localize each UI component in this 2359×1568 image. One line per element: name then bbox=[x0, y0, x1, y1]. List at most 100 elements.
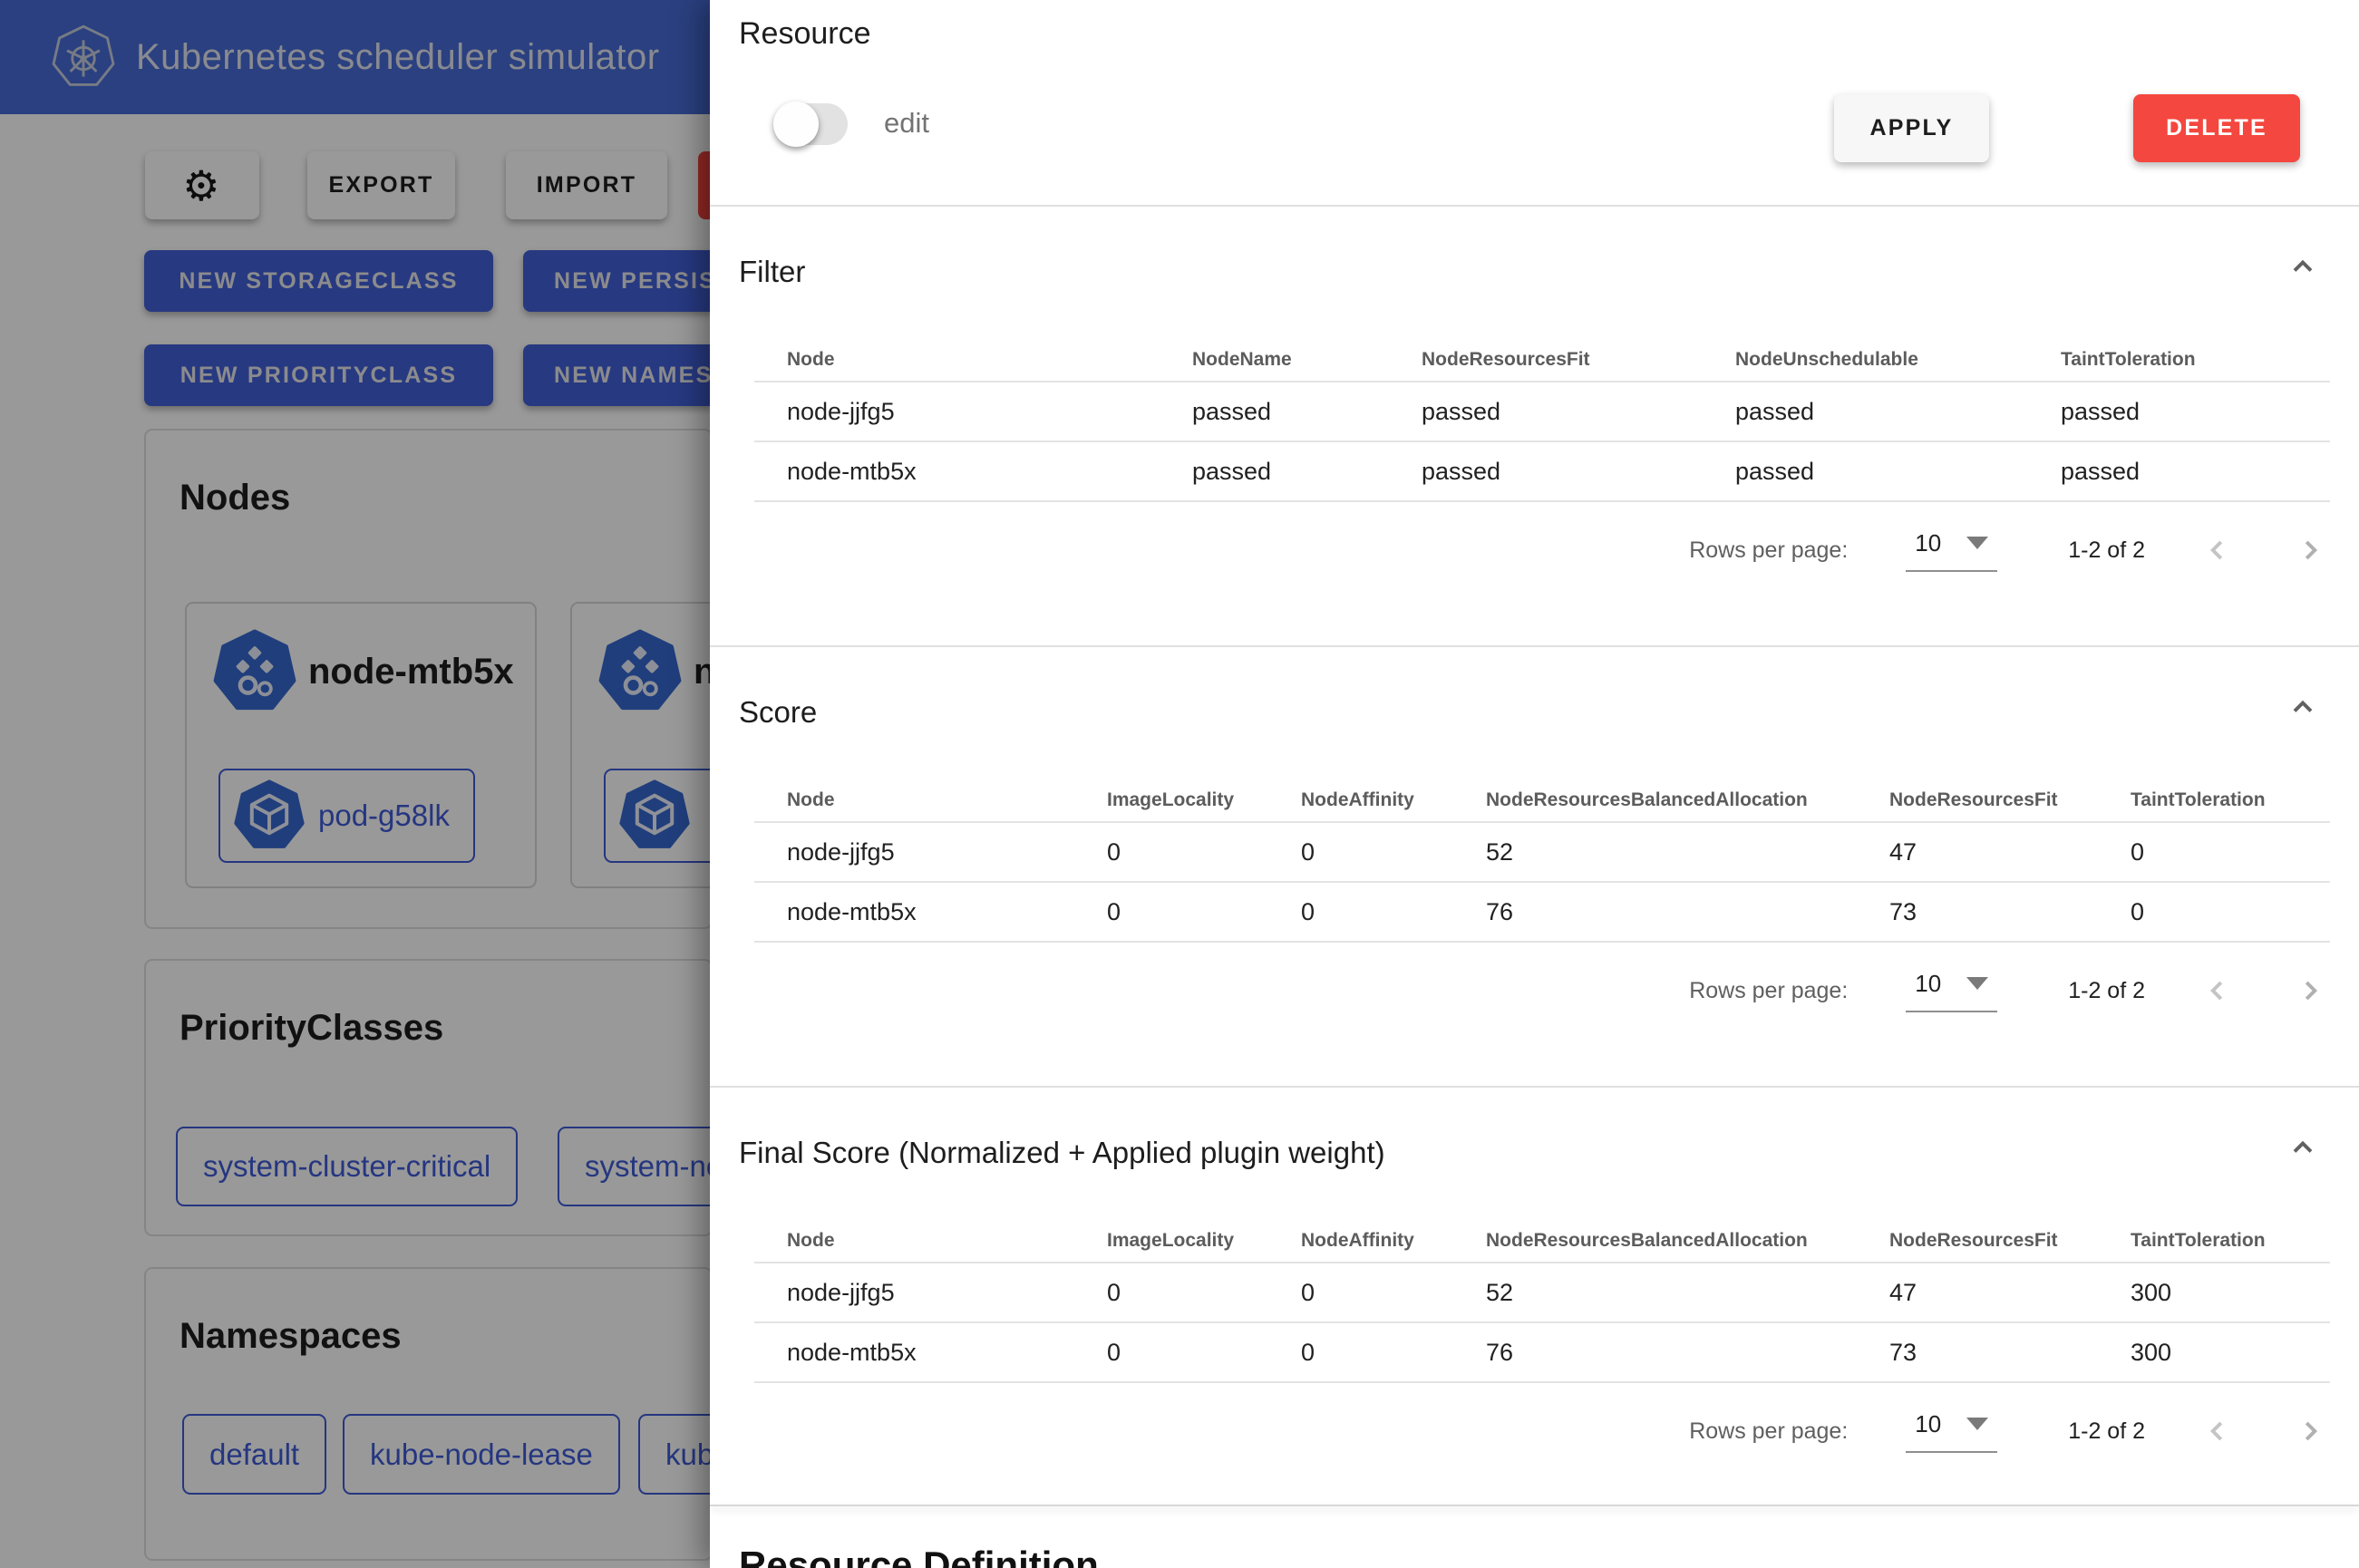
delete-button[interactable]: DELETE bbox=[2133, 94, 2300, 162]
previous-page-button[interactable] bbox=[2198, 971, 2238, 1011]
namespaces-panel-title: Namespaces bbox=[180, 1316, 402, 1356]
cell: 52 bbox=[1486, 822, 1889, 883]
edit-toggle-knob bbox=[773, 102, 819, 147]
resource-drawer-header: Resource edit APPLY DELETE bbox=[710, 0, 2359, 207]
import-button[interactable]: IMPORT bbox=[506, 151, 667, 219]
nodes-panel-title: Nodes bbox=[180, 478, 291, 518]
score-collapse-button[interactable] bbox=[2283, 687, 2323, 727]
next-page-button[interactable] bbox=[2290, 971, 2330, 1011]
settings-button[interactable]: ⚙ bbox=[145, 151, 259, 219]
previous-page-button[interactable] bbox=[2198, 530, 2238, 570]
cell: 0 bbox=[1107, 822, 1301, 883]
namespace-button[interactable]: kube-node-lease bbox=[343, 1414, 620, 1495]
rows-per-page-value: 10 bbox=[1915, 528, 1942, 557]
column-header: NodeResourcesFit bbox=[1889, 779, 2131, 823]
cell: 76 bbox=[1486, 882, 1889, 943]
apply-button[interactable]: APPLY bbox=[1834, 94, 1989, 162]
column-header: NodeUnschedulable bbox=[1735, 339, 2061, 382]
table-row[interactable]: node-mtb5x 0 0 76 73 0 bbox=[754, 882, 2330, 943]
column-header: NodeResourcesFit bbox=[1889, 1220, 2131, 1263]
new-namespace-button-clipped[interactable]: NEW NAMES bbox=[523, 344, 713, 406]
cell: 0 bbox=[1301, 1263, 1486, 1323]
filter-table: Node NodeName NodeResourcesFit NodeUnsch… bbox=[754, 339, 2330, 502]
table-row[interactable]: node-jjfg5 0 0 52 47 0 bbox=[754, 822, 2330, 883]
column-header: NodeResourcesBalancedAllocation bbox=[1486, 779, 1889, 823]
final-score-collapse-button[interactable] bbox=[2283, 1128, 2323, 1167]
rows-per-page-select[interactable]: 10 bbox=[1906, 970, 1998, 1012]
score-pagination: Rows per page: 10 1-2 of 2 bbox=[754, 961, 2330, 1021]
namespace-button[interactable]: default bbox=[182, 1414, 327, 1495]
chevron-up-icon bbox=[2293, 1140, 2313, 1153]
table-row[interactable]: node-mtb5x 0 0 76 73 300 bbox=[754, 1322, 2330, 1383]
table-row[interactable]: node-jjfg5 passed passed passed passed bbox=[754, 382, 2330, 442]
column-header: NodeName bbox=[1192, 339, 1422, 382]
new-persistentvolumeclaim-button-clipped[interactable]: NEW PERSIS bbox=[523, 250, 713, 312]
cell: 73 bbox=[1889, 882, 2131, 943]
chevron-left-icon bbox=[2209, 981, 2223, 1001]
column-header: ImageLocality bbox=[1107, 779, 1301, 823]
edit-toggle[interactable] bbox=[773, 102, 848, 147]
export-button[interactable]: EXPORT bbox=[307, 151, 455, 219]
node-name: node-mtb5x bbox=[308, 651, 514, 692]
column-header: NodeAffinity bbox=[1301, 1220, 1486, 1263]
cell: 73 bbox=[1889, 1322, 2131, 1383]
cell-node: node-mtb5x bbox=[754, 882, 1107, 943]
column-header: TaintToleration bbox=[2061, 339, 2330, 382]
cell-node: node-jjfg5 bbox=[754, 822, 1107, 883]
column-header: Node bbox=[754, 339, 1192, 382]
pod-icon bbox=[619, 779, 690, 848]
new-priorityclass-button[interactable]: NEW PRIORITYCLASS bbox=[144, 344, 493, 406]
table-row[interactable]: node-mtb5x passed passed passed passed bbox=[754, 441, 2330, 502]
next-page-button[interactable] bbox=[2290, 1411, 2330, 1451]
pod-button[interactable]: pod-g58lk bbox=[218, 769, 475, 863]
column-header: TaintToleration bbox=[2131, 779, 2330, 823]
cell: passed bbox=[1422, 382, 1735, 442]
drawer-title: Resource bbox=[739, 16, 871, 51]
cell: 52 bbox=[1486, 1263, 1889, 1323]
chevron-left-icon bbox=[2209, 1421, 2223, 1441]
score-section: Score Node ImageLocality NodeAffinity No… bbox=[710, 647, 2359, 1088]
cell-node: node-mtb5x bbox=[754, 1322, 1107, 1383]
cell-node: node-mtb5x bbox=[754, 441, 1192, 502]
filter-pagination: Rows per page: 10 1-2 of 2 bbox=[754, 520, 2330, 580]
rows-per-page-label: Rows per page: bbox=[1689, 977, 1849, 1003]
caret-down-icon bbox=[1966, 977, 1989, 990]
pod-icon bbox=[234, 779, 305, 848]
node-card[interactable]: node-mtb5x pod-g58lk bbox=[185, 602, 537, 888]
cell: 47 bbox=[1889, 822, 2131, 883]
namespaces-panel: Namespaces default kube-node-lease kube bbox=[144, 1267, 747, 1561]
rows-per-page-select[interactable]: 10 bbox=[1906, 528, 1998, 572]
cell: passed bbox=[1192, 441, 1422, 502]
table-row[interactable]: node-jjfg5 0 0 52 47 300 bbox=[754, 1263, 2330, 1323]
app-title: Kubernetes scheduler simulator bbox=[136, 36, 660, 77]
caret-down-icon bbox=[1966, 1418, 1989, 1430]
filter-section: Filter Node NodeName NodeResourcesFit No… bbox=[710, 207, 2359, 647]
table-header-row: Node NodeName NodeResourcesFit NodeUnsch… bbox=[754, 339, 2330, 382]
final-score-table: Node ImageLocality NodeAffinity NodeReso… bbox=[754, 1220, 2330, 1383]
cell: 0 bbox=[1301, 882, 1486, 943]
column-header: Node bbox=[754, 779, 1107, 823]
filter-section-title: Filter bbox=[739, 255, 806, 288]
cell: 76 bbox=[1486, 1322, 1889, 1383]
new-storageclass-button[interactable]: NEW STORAGECLASS bbox=[144, 250, 493, 312]
cell: passed bbox=[1192, 382, 1422, 442]
cell: 300 bbox=[2131, 1263, 2330, 1323]
previous-page-button[interactable] bbox=[2198, 1411, 2238, 1451]
priorityclass-button[interactable]: system-cluster-critical bbox=[176, 1127, 519, 1206]
page-range-label: 1-2 of 2 bbox=[2068, 537, 2145, 563]
chevron-up-icon bbox=[2293, 700, 2313, 712]
cell: passed bbox=[1422, 441, 1735, 502]
cell: 0 bbox=[1107, 882, 1301, 943]
next-page-button[interactable] bbox=[2290, 530, 2330, 570]
node-icon bbox=[598, 629, 682, 711]
kubernetes-logo-icon bbox=[52, 24, 115, 86]
rows-per-page-label: Rows per page: bbox=[1689, 537, 1849, 563]
final-score-section-title: Final Score (Normalized + Applied plugin… bbox=[739, 1136, 1385, 1169]
gear-icon: ⚙ bbox=[182, 160, 222, 210]
filter-collapse-button[interactable] bbox=[2283, 247, 2323, 286]
rows-per-page-value: 10 bbox=[1915, 1409, 1942, 1437]
score-section-title: Score bbox=[739, 695, 818, 729]
rows-per-page-select[interactable]: 10 bbox=[1906, 1409, 1998, 1453]
score-table: Node ImageLocality NodeAffinity NodeReso… bbox=[754, 779, 2330, 943]
